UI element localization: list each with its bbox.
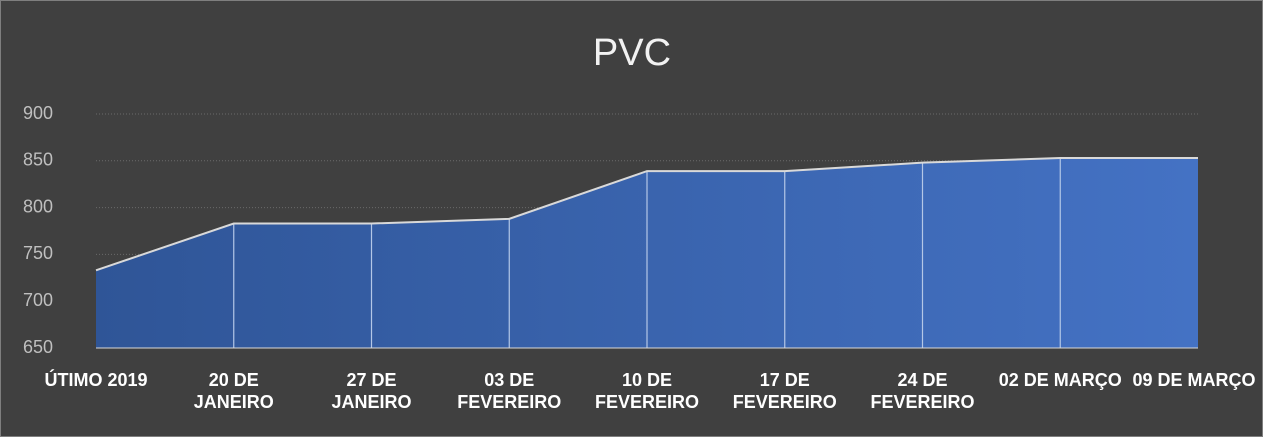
line: [95, 156, 1198, 272]
x-tick-label: 20 DE JANEIRO: [193, 370, 274, 412]
x-tick-label: 24 DE FEVEREIRO: [870, 370, 975, 412]
x-tick-label: 09 DE MARÇO: [1132, 370, 1256, 390]
x-tick-label: ÚTIMO 2019: [44, 370, 148, 390]
y-tick-label: 700: [23, 290, 53, 310]
y-tick-label: 850: [23, 150, 53, 170]
x-tick-label: 17 DE FEVEREIRO: [732, 370, 837, 412]
x-tick-label: 03 DE FEVEREIRO: [457, 370, 562, 412]
y-tick-label: 900: [23, 103, 53, 123]
y-tick-label: 750: [23, 243, 53, 263]
x-tick-label: 02 DE MARÇO: [998, 370, 1122, 390]
y-tick-label: 650: [23, 337, 53, 357]
x-tick-label: 10 DE FEVEREIRO: [594, 370, 700, 412]
x-tick-label: 27 DE JANEIRO: [331, 370, 412, 412]
y-tick-label: 800: [23, 196, 53, 216]
chart-title: PVC: [593, 32, 671, 74]
